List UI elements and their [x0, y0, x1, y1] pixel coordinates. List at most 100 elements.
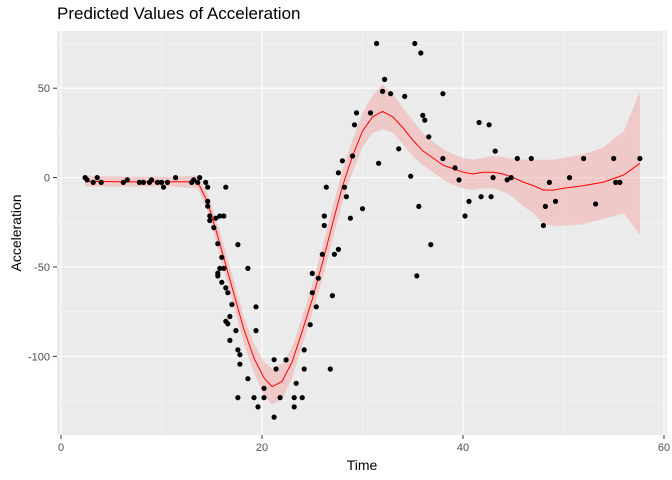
data-point — [374, 40, 380, 47]
data-point — [486, 122, 492, 128]
data-point — [98, 179, 104, 185]
data-point — [299, 395, 305, 401]
data-point — [339, 158, 345, 164]
data-point — [140, 179, 146, 185]
data-point — [440, 155, 446, 162]
data-point — [223, 285, 229, 291]
data-point — [215, 241, 221, 247]
data-point — [203, 179, 209, 185]
data-point — [351, 122, 358, 128]
minor-grid — [57, 31, 667, 435]
data-point — [476, 119, 482, 126]
data-point — [271, 414, 277, 420]
data-point — [542, 203, 549, 209]
data-point — [566, 175, 573, 181]
confidence-band — [85, 84, 640, 405]
data-point — [195, 179, 201, 185]
data-point — [335, 170, 341, 176]
data-point — [253, 328, 259, 334]
data-point — [323, 184, 329, 190]
data-point — [313, 304, 319, 310]
plot-panel — [57, 31, 667, 435]
data-point — [420, 112, 426, 118]
data-point — [277, 395, 283, 401]
y-axis: -100 -50 0 50 — [28, 83, 57, 363]
data-point — [546, 179, 553, 185]
data-point — [136, 179, 142, 185]
data-point — [235, 242, 241, 248]
data-point — [273, 366, 279, 372]
data-point — [293, 380, 299, 386]
data-points — [82, 40, 643, 420]
data-point — [124, 177, 130, 183]
data-point — [219, 254, 225, 260]
data-point — [315, 275, 321, 281]
data-point — [452, 165, 458, 171]
data-point — [349, 153, 356, 159]
data-point — [382, 76, 388, 82]
data-point — [422, 117, 428, 123]
data-point — [319, 251, 325, 257]
data-point — [335, 246, 341, 252]
data-point — [215, 273, 221, 279]
data-point — [237, 352, 243, 358]
data-point — [514, 155, 520, 162]
data-point — [291, 404, 297, 410]
data-point — [253, 304, 259, 310]
data-point — [301, 366, 307, 372]
data-point — [528, 155, 534, 162]
y-tick-label: 50 — [38, 83, 50, 95]
data-point — [261, 385, 267, 391]
data-point — [301, 347, 307, 353]
data-point — [440, 91, 446, 97]
data-point — [367, 110, 374, 116]
data-point — [233, 328, 239, 334]
data-point — [466, 198, 472, 204]
data-point — [235, 347, 241, 353]
data-point — [416, 203, 422, 209]
x-tick-label: 60 — [658, 442, 670, 454]
data-point — [225, 321, 231, 327]
data-point — [205, 184, 211, 190]
data-point — [225, 290, 231, 296]
data-point — [283, 357, 289, 363]
data-point — [478, 194, 484, 200]
data-point — [617, 179, 623, 185]
data-point — [221, 265, 227, 271]
data-point — [160, 184, 167, 190]
data-point — [408, 173, 414, 179]
data-point — [581, 155, 587, 162]
y-tick-label: 0 — [44, 173, 50, 185]
x-axis-title: Time — [347, 457, 378, 473]
data-point — [321, 213, 327, 219]
data-point — [412, 40, 418, 47]
data-point — [418, 50, 424, 56]
data-point — [207, 213, 213, 219]
data-point — [213, 215, 219, 221]
data-point — [492, 148, 498, 154]
y-tick-label: -100 — [28, 351, 50, 363]
x-tick-label: 0 — [58, 442, 64, 454]
data-point — [235, 395, 241, 401]
data-point — [223, 184, 229, 190]
data-point — [343, 194, 349, 200]
data-point — [307, 322, 313, 328]
data-point — [593, 201, 599, 207]
data-point — [221, 213, 227, 219]
data-point — [94, 175, 100, 181]
data-point — [414, 273, 420, 279]
data-point — [164, 179, 171, 185]
data-point — [402, 93, 408, 99]
data-point — [191, 177, 197, 183]
data-point — [388, 91, 394, 97]
data-point — [227, 313, 233, 320]
data-point — [90, 179, 96, 185]
data-point — [309, 290, 315, 296]
data-point — [158, 179, 165, 185]
data-point — [380, 88, 386, 94]
data-point — [611, 155, 617, 162]
data-point — [456, 177, 462, 183]
data-point — [488, 194, 494, 200]
data-point — [331, 251, 337, 257]
data-point — [540, 222, 547, 229]
